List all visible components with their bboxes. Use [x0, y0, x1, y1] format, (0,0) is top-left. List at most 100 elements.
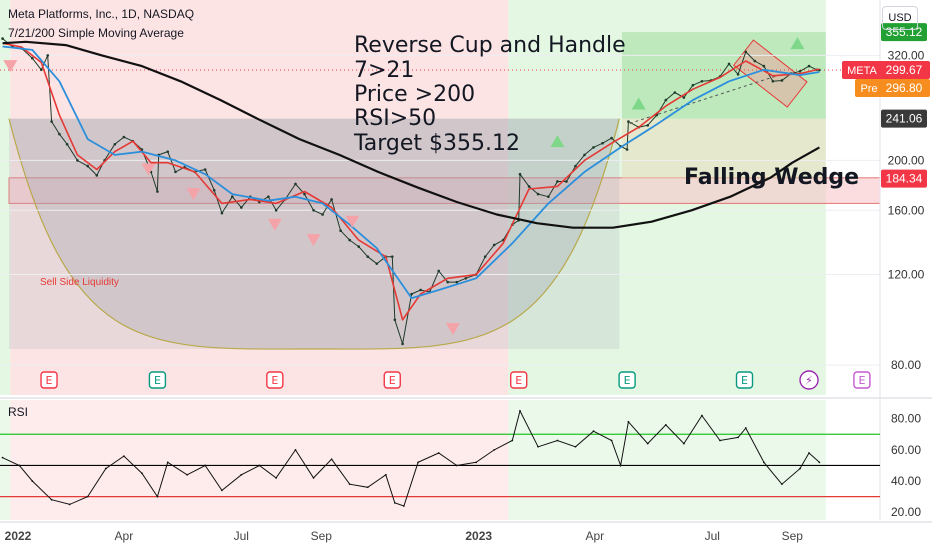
price-point — [483, 255, 487, 258]
rsi-point — [258, 464, 261, 467]
rsi-point — [50, 498, 53, 501]
signal-triangle-down — [186, 188, 201, 201]
earnings-badge-text: E — [858, 374, 865, 387]
rsi-point — [156, 495, 159, 498]
series-sma200 — [2, 40, 820, 229]
price-point — [39, 68, 43, 72]
price-point — [220, 211, 224, 215]
price-point — [95, 174, 99, 177]
price-point — [86, 164, 90, 168]
cup-range-box — [9, 118, 620, 350]
price-point — [410, 292, 413, 296]
earnings-badge-6[interactable]: E — [735, 371, 754, 389]
price-tick-200: 200.00 — [888, 153, 925, 167]
price-point — [122, 135, 126, 139]
price-point — [321, 213, 324, 216]
rsi-point — [166, 461, 169, 464]
rsi-point — [384, 473, 387, 476]
price-point — [401, 342, 404, 346]
rsi-point — [818, 461, 821, 464]
price-point — [565, 180, 568, 183]
signal-triangle-down — [345, 215, 360, 228]
price-point — [771, 79, 775, 83]
axis-layer: 80.00 120.00 160.00 200.00 320.00 20.00 40.00 6… — [0, 48, 932, 543]
rsi-point — [574, 445, 577, 448]
price-point — [1, 37, 4, 40]
x-tick-2022: 2022 — [5, 529, 32, 543]
price-point — [807, 64, 811, 68]
price-point — [357, 245, 361, 248]
rsi-point — [537, 445, 539, 448]
earnings-badge-icon — [148, 371, 167, 389]
earnings-badge-1[interactable]: E — [148, 371, 167, 389]
rsi-tick-60: 60.00 — [891, 443, 921, 457]
level-241-badge: 241.06 — [881, 109, 927, 128]
rsi-point — [18, 464, 21, 467]
rsi-point — [122, 455, 125, 458]
dividend-badge-icon — [799, 370, 819, 390]
level-184-badge: 184.34 — [881, 169, 927, 188]
price-point — [744, 50, 748, 54]
x-tick-Apr: Apr — [585, 529, 604, 543]
price-tick-160: 160.00 — [888, 203, 925, 217]
rsi-point — [682, 442, 685, 445]
rsi-point — [511, 439, 514, 442]
meta-badge-label: META — [847, 65, 877, 77]
rsi-point — [808, 452, 810, 454]
rsi-point — [701, 414, 703, 417]
price-point — [419, 288, 422, 292]
price-point — [646, 124, 650, 127]
earnings-badge-5[interactable]: E — [618, 371, 636, 389]
rsi-tick-80: 80.00 — [891, 412, 921, 426]
rsi-point — [519, 410, 521, 412]
markers-layer: E E E E E E E ⚡ E — [3, 37, 871, 390]
rsi-point — [781, 483, 783, 486]
price-point — [312, 208, 315, 212]
earnings-badge-0[interactable]: E — [40, 371, 58, 389]
price-point — [574, 164, 577, 168]
grid-layer — [0, 0, 932, 520]
pre-badge-box — [855, 79, 930, 98]
stop-zone — [621, 118, 826, 179]
earnings-badge-text: ⚡ — [805, 374, 813, 387]
rsi-tick-20: 20.00 — [891, 505, 921, 519]
price-point — [798, 69, 802, 73]
earnings-badge-text: E — [741, 374, 748, 387]
meta-price-badge: META 299.67 — [842, 61, 930, 80]
annotation-layer: Reverse Cup and Handle 7>21 Price >200 R… — [8, 33, 859, 419]
series-sma21 — [2, 45, 820, 299]
price-point — [348, 238, 351, 242]
rsi-point — [719, 439, 721, 442]
price-point — [780, 79, 784, 82]
price-point — [446, 280, 450, 284]
price-point — [492, 243, 496, 247]
price-point — [625, 148, 629, 151]
currency-button[interactable]: USD — [882, 6, 918, 30]
price-point — [518, 172, 522, 176]
earnings-badge-8[interactable]: E — [853, 371, 871, 389]
signal-triangle-up — [790, 37, 805, 50]
earnings-badge-4[interactable]: E — [510, 371, 528, 389]
earnings-badge-2[interactable]: E — [266, 371, 284, 389]
price-point — [762, 64, 766, 68]
level-241-badge-value: 241.06 — [886, 112, 923, 126]
price-point — [393, 318, 397, 322]
price-point — [627, 120, 630, 123]
rsi-point — [592, 430, 595, 433]
signal-triangle-down — [267, 218, 282, 231]
price-point — [437, 269, 441, 273]
price-point — [536, 192, 540, 196]
rsi-point — [402, 505, 405, 507]
earnings-badge-3[interactable]: E — [383, 371, 401, 389]
earnings-badge-7[interactable]: ⚡ — [799, 370, 819, 390]
rsi-point — [240, 473, 243, 476]
rsi-point — [68, 503, 71, 506]
rsi-point — [799, 467, 801, 470]
pattern-zones-layer — [0, 32, 881, 350]
price-badges-layer: 355.12 241.06 184.34 META 299.67 Pre 296.80 — [842, 23, 930, 188]
price-tick-320: 320.00 — [888, 48, 925, 62]
level-184-badge-value: 184.34 — [886, 172, 923, 186]
signal-triangle-up — [550, 135, 565, 148]
rsi-panel-label: RSI — [8, 405, 28, 419]
